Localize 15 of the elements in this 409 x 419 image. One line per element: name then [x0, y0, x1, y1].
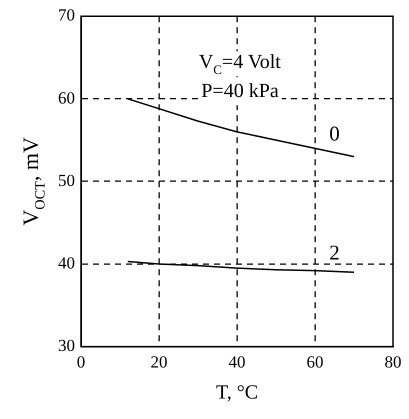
y-tick-label: 30: [58, 336, 75, 356]
x-tick-label: 60: [306, 352, 324, 372]
x-tick-label: 80: [384, 352, 402, 372]
x-tick-label: 0: [76, 352, 86, 372]
y-tick-label: 70: [58, 6, 75, 25]
x-axis-title: T, °C: [216, 382, 258, 404]
y-axis-title: VOCT, mV: [18, 137, 49, 226]
y-tick-label: 60: [58, 88, 75, 108]
x-tick-label: 20: [150, 352, 168, 372]
annotation: P=40 kPa: [201, 80, 279, 102]
y-tick-label: 50: [58, 170, 75, 190]
y-tick-label: 40: [58, 253, 75, 272]
series-label: 2: [329, 240, 340, 264]
series-label: 0: [329, 121, 340, 146]
x-tick-label: 40: [228, 352, 246, 372]
